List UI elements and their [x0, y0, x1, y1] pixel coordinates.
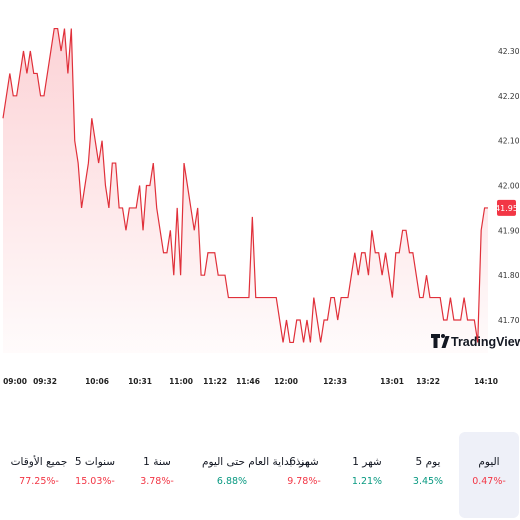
current-price-badge: 41.95 [495, 199, 518, 216]
x-tick-label: 14:10 [474, 377, 498, 386]
period-label: 1 سنة [143, 456, 171, 468]
x-tick-label: 13:22 [416, 377, 440, 386]
x-tick-label: 11:46 [236, 377, 260, 386]
y-tick-label: 42.30 [498, 47, 520, 56]
y-axis: 42.30 42.20 42.10 42.00 41.90 41.80 41.70 [498, 47, 520, 325]
price-area-fill [3, 28, 488, 354]
y-tick-label: 41.80 [498, 271, 520, 280]
x-axis: 09:00 09:32 10:06 10:31 11:00 11:22 11:46 12:00… [3, 377, 498, 386]
x-tick-label: 12:00 [274, 377, 298, 386]
period-change: 3.45% [412, 476, 444, 487]
x-tick-label: 09:00 [3, 377, 27, 386]
period-change: 0.47%- [472, 476, 506, 487]
period-label: اليوم [478, 456, 500, 468]
period-label: 5 سنوات [74, 456, 116, 468]
period-change: 3.78%- [140, 476, 174, 487]
x-tick-label: 11:22 [203, 377, 227, 386]
period-all-time[interactable]: جميع الأوقات 77.25%- [9, 432, 69, 518]
y-tick-label: 41.90 [498, 226, 520, 235]
x-tick-label: 09:32 [33, 377, 57, 386]
x-tick-label: 12:33 [323, 377, 347, 386]
period-ytd[interactable]: منذ بداية العام حتى اليوم 6.88% [202, 432, 311, 518]
period-5-days[interactable]: 5 يوم 3.45% [398, 432, 458, 518]
period-label: منذ بداية العام حتى اليوم [202, 456, 311, 468]
x-tick-label: 10:06 [85, 377, 109, 386]
y-tick-label: 42.20 [498, 92, 520, 101]
tradingview-logo-icon [431, 334, 450, 348]
period-label: 1 شهر [352, 456, 382, 468]
x-tick-label: 10:31 [128, 377, 152, 386]
period-5-years[interactable]: 5 سنوات 15.03%- [65, 432, 125, 518]
period-label: 5 يوم [415, 456, 441, 468]
period-change: 77.25%- [19, 476, 59, 487]
tradingview-watermark[interactable]: TradingView [431, 334, 520, 349]
y-tick-label: 42.10 [498, 137, 520, 146]
period-change: 6.88% [216, 476, 248, 487]
y-tick-label: 42.00 [498, 182, 520, 191]
period-change: 1.21% [351, 476, 383, 487]
period-today[interactable]: اليوم 0.47%- [459, 432, 519, 518]
y-tick-label: 41.70 [498, 316, 520, 325]
current-price-label: 41.95 [495, 204, 518, 213]
period-label: 6 شهر [289, 456, 319, 468]
tradingview-wordmark: TradingView [451, 335, 520, 349]
x-tick-label: 13:01 [380, 377, 404, 386]
price-chart[interactable]: 42.30 42.20 42.10 42.00 41.90 41.80 41.70 09:0… [0, 0, 520, 400]
period-change: 9.78%- [287, 476, 321, 487]
price-line [2, 27, 488, 344]
period-1-year[interactable]: 1 سنة 3.78%- [127, 432, 187, 518]
period-1-month[interactable]: 1 شهر 1.21% [337, 432, 397, 518]
performance-periods: جميع الأوقات 77.25%- 5 سنوات 15.03%- 1 س… [0, 432, 520, 518]
period-label: جميع الأوقات [10, 456, 68, 468]
period-6-months[interactable]: 6 شهر 9.78%- [274, 432, 334, 518]
period-change: 15.03%- [75, 476, 115, 487]
x-tick-label: 11:00 [169, 377, 193, 386]
